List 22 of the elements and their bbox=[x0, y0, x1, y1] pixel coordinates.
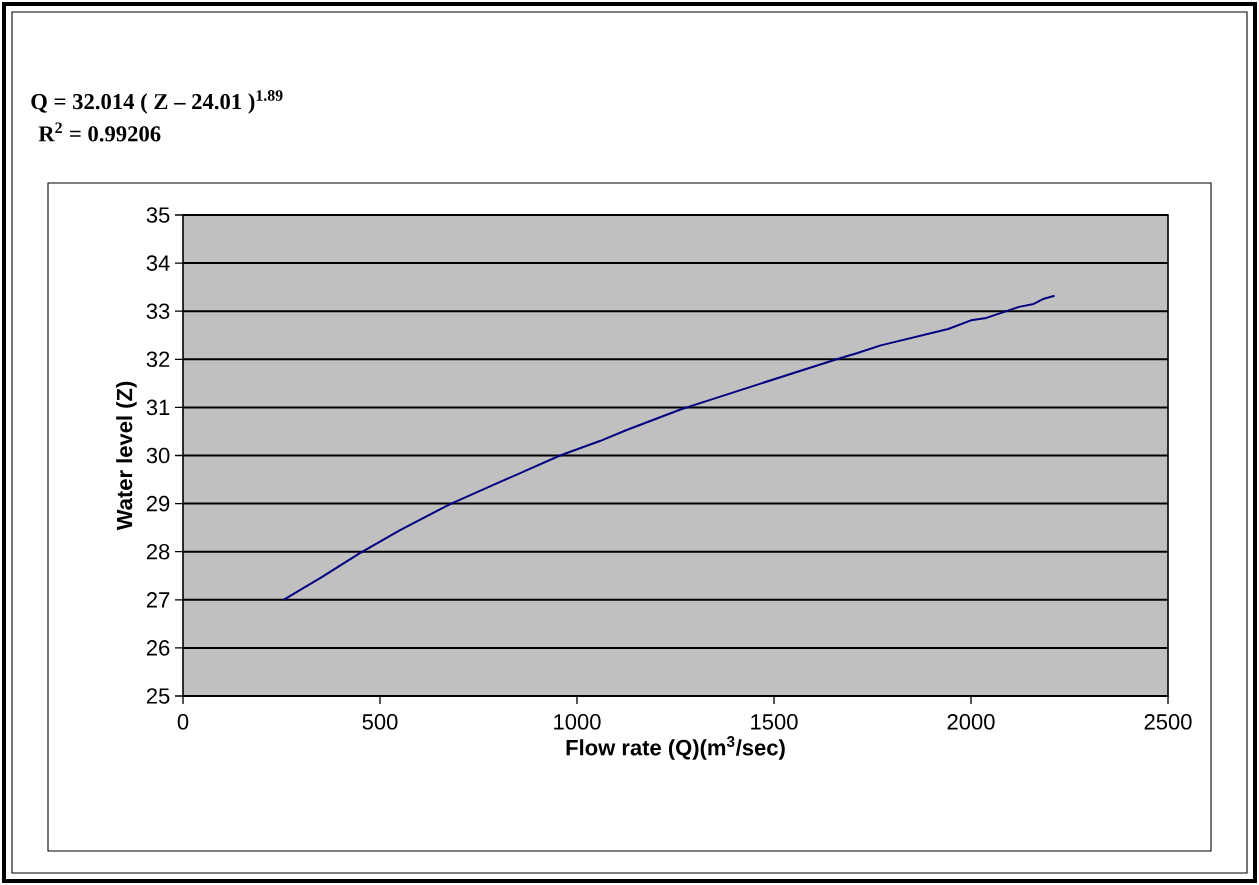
y-tick-label: 25 bbox=[146, 688, 170, 704]
x-tick-label: 500 bbox=[362, 714, 398, 730]
y-tick-label: 30 bbox=[146, 447, 170, 464]
text: Q = 32.014 ( Z – 24.01 )$^{1.89}$ bbox=[31, 90, 283, 114]
x-tick-label: 2000 bbox=[947, 714, 995, 730]
text: R$^{2}$ = 0.99206 bbox=[38, 122, 161, 142]
y-axis-title: Water level (Z) bbox=[116, 381, 137, 531]
y-tick-label: 34 bbox=[146, 255, 170, 271]
x-tick-label: 0 bbox=[177, 714, 189, 730]
y-tick-label: 27 bbox=[146, 592, 170, 608]
x-tick-label: 2500 bbox=[1144, 714, 1192, 730]
y-tick-label: 29 bbox=[146, 495, 170, 512]
y-tick-label: 28 bbox=[146, 543, 170, 560]
line-series bbox=[282, 294, 1056, 601]
x-tick-label: 1500 bbox=[751, 714, 798, 730]
y-tick-label: 35 bbox=[146, 207, 170, 223]
x-tick-label: 1000 bbox=[554, 714, 601, 730]
x-axis-title: Flow rate (Q)(m$^{3}$/sec) bbox=[566, 736, 785, 760]
y-tick-label: 32 bbox=[146, 351, 170, 368]
y-tick-label: 33 bbox=[146, 303, 170, 319]
y-tick-label: 26 bbox=[146, 640, 170, 656]
y-tick-label: 31 bbox=[146, 399, 170, 416]
